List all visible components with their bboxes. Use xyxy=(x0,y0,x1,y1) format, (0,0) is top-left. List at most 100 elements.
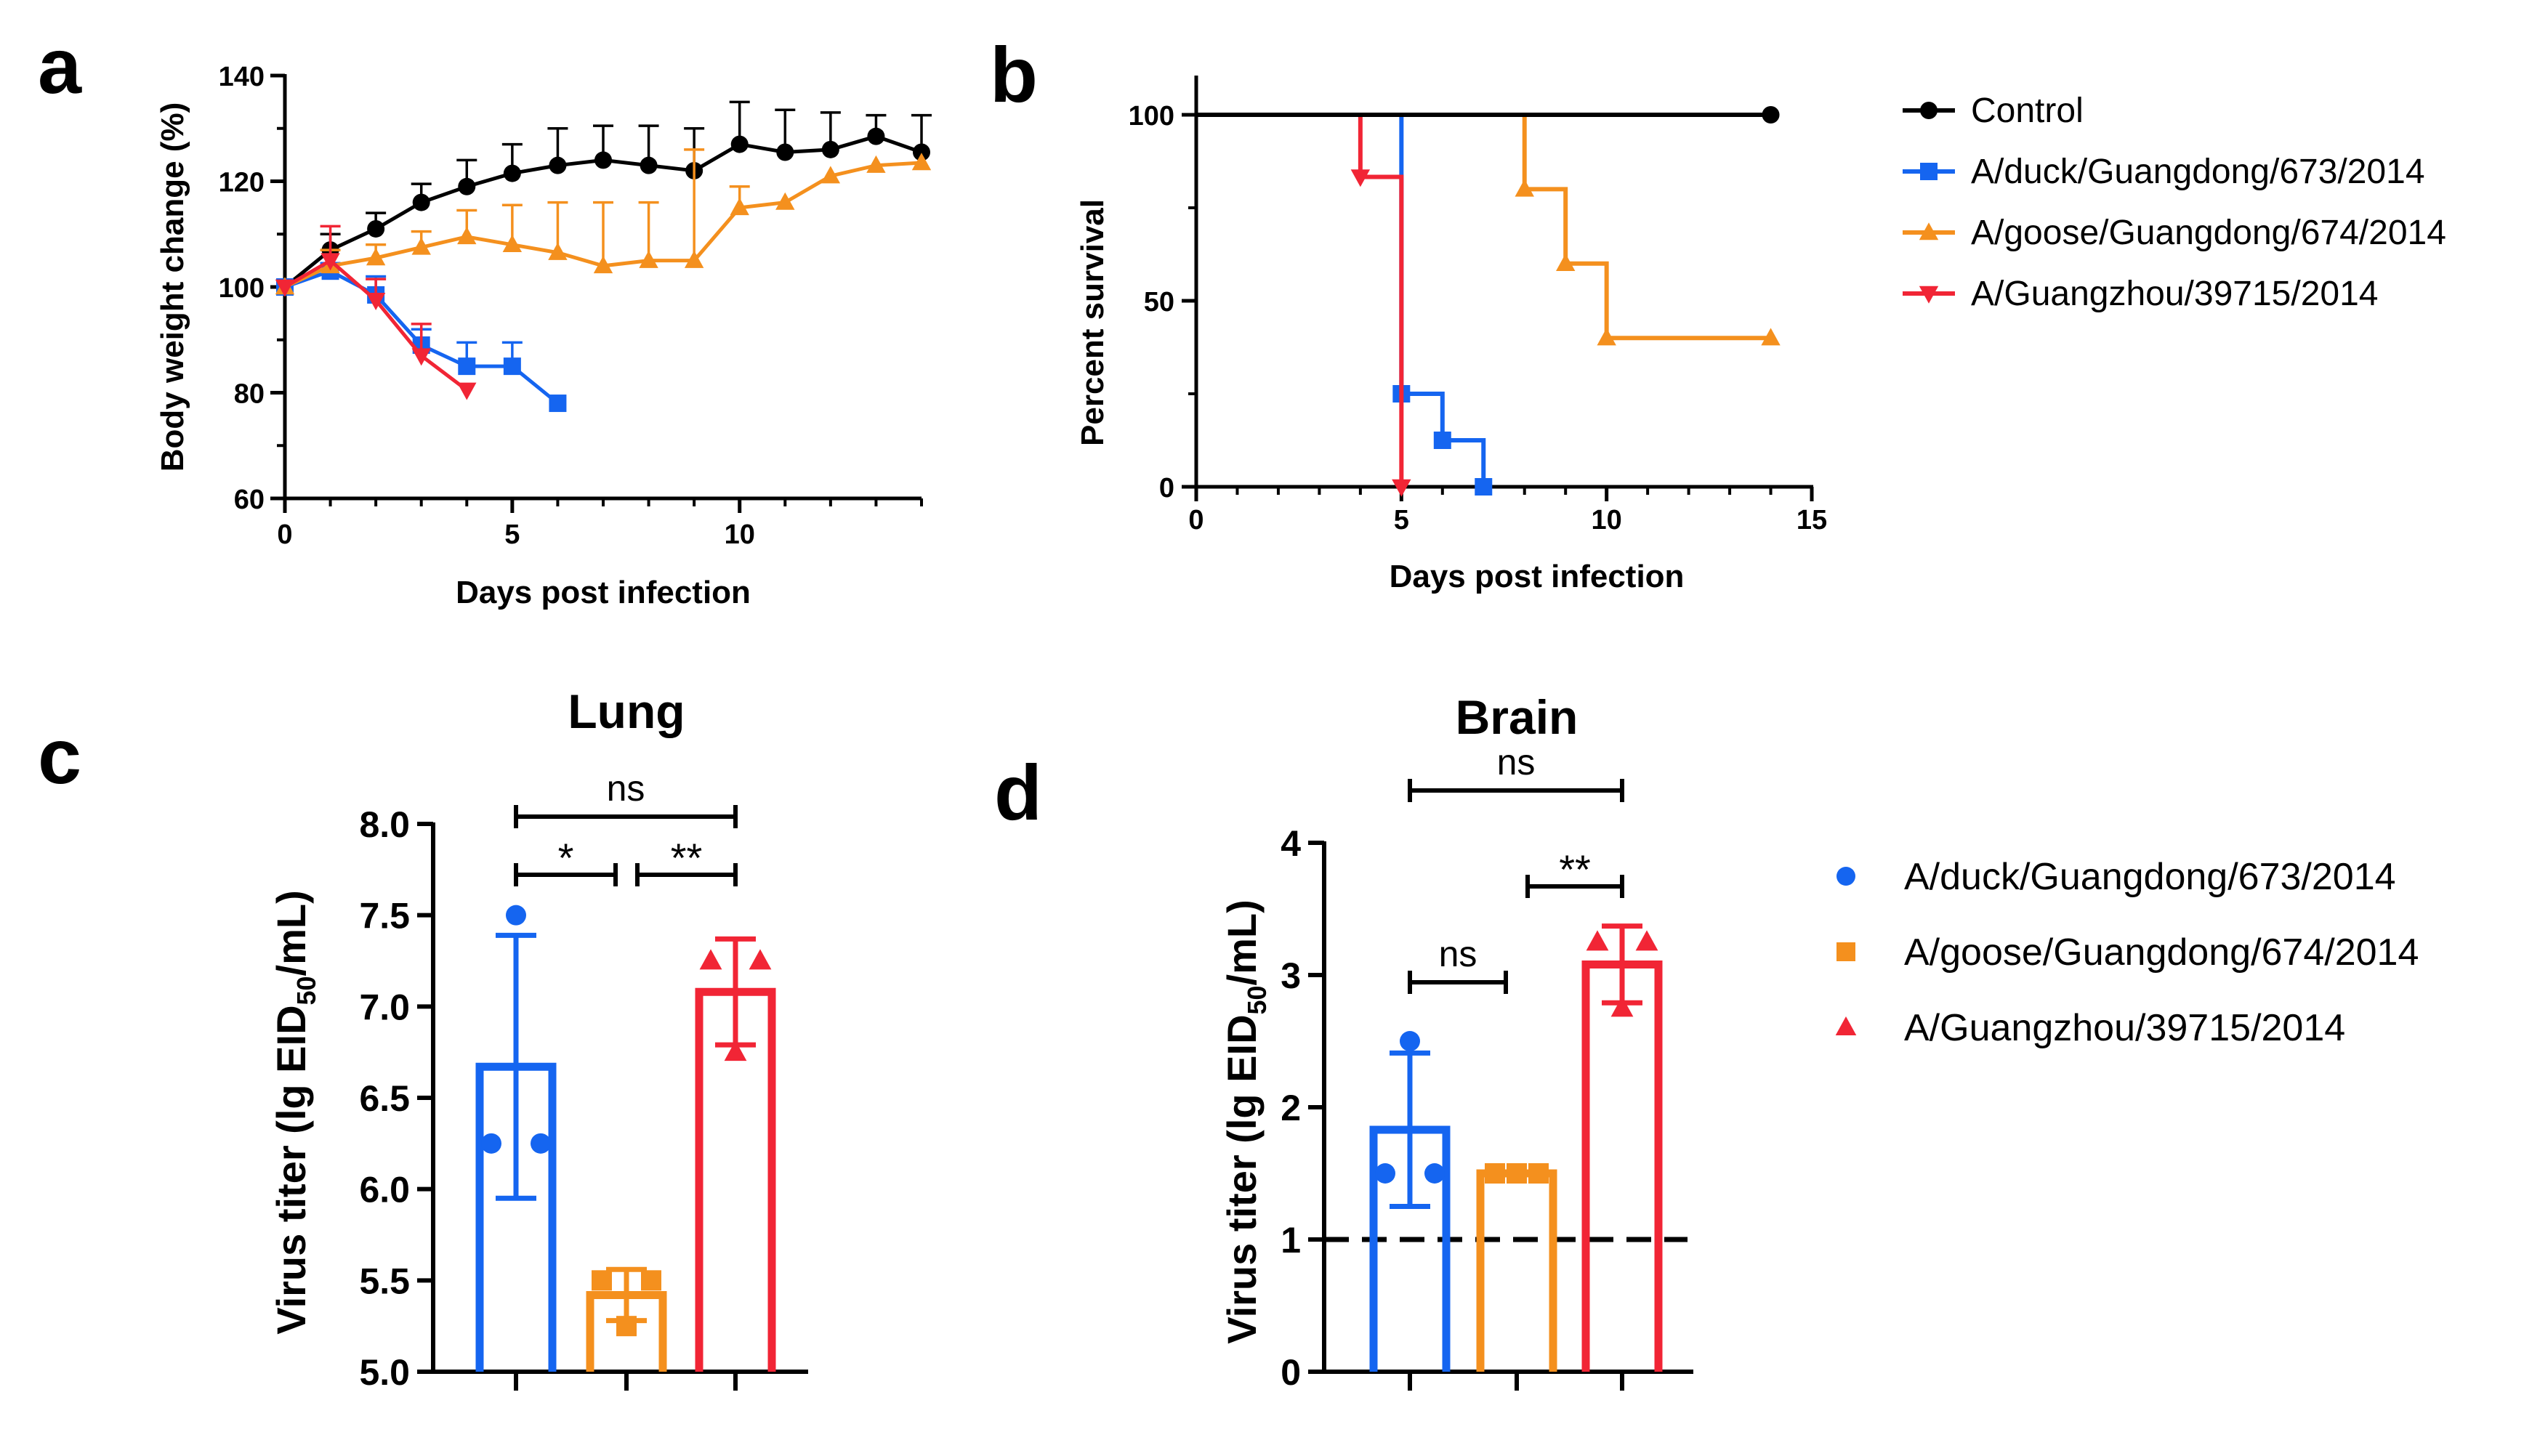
survival-line xyxy=(1196,113,1486,487)
y-tick-label: 0 xyxy=(1281,1352,1301,1393)
panel-label-c: c xyxy=(38,712,81,800)
data-point xyxy=(457,382,477,400)
survival-line xyxy=(1196,113,1404,487)
survival-point xyxy=(1350,169,1371,187)
survival-curve-gz xyxy=(1196,113,1411,497)
y-tick-label: 100 xyxy=(219,273,265,304)
data-point xyxy=(640,156,658,174)
legend-entry-goose: A/goose/Guangdong/674/2014 xyxy=(1836,931,2419,974)
y-tick-label: 7.5 xyxy=(359,896,410,937)
significance-bracket: * xyxy=(514,835,618,886)
data-point xyxy=(911,153,932,171)
panel-b-legend: Control A/duck/Guangdong/673/2014 A/goose/… xyxy=(1903,92,2446,313)
data-point xyxy=(684,250,704,268)
legend-label: A/duck/Guangdong/673/2014 xyxy=(1904,856,2396,898)
legend-label: Control xyxy=(1971,92,2084,130)
data-point xyxy=(1528,1163,1549,1184)
data-point xyxy=(1400,1031,1420,1051)
panel-c-lung-titer-chart: Lung 5.0 5.5 6.0 6.5 7.0 7.5 8.0 Virus titer (lg… xyxy=(268,684,808,1393)
chart-title: Brain xyxy=(1456,690,1578,744)
survival-curve-goose xyxy=(1196,113,1781,346)
survival-curve-control xyxy=(1196,106,1780,124)
y-tick-label: 100 xyxy=(1129,101,1174,132)
data-point xyxy=(1586,930,1609,951)
significance-label: ** xyxy=(671,835,703,881)
bar-group-duck xyxy=(475,905,557,1372)
panel-label-b: b xyxy=(990,31,1038,118)
x-tick-label: 0 xyxy=(1188,505,1203,535)
data-point xyxy=(1424,1163,1445,1184)
significance-bracket: ns xyxy=(1408,934,1508,994)
data-point xyxy=(503,164,521,182)
data-point xyxy=(641,1270,661,1291)
legend-entry-duck: A/duck/Guangdong/673/2014 xyxy=(1903,153,2425,191)
y-tick-label: 1 xyxy=(1281,1220,1301,1261)
data-point xyxy=(411,348,431,366)
x-tick-label: 10 xyxy=(725,519,755,550)
data-point xyxy=(592,1270,612,1291)
y-axis-label-tail: /mL) xyxy=(268,890,314,976)
legend-label: A/goose/Guangdong/674/2014 xyxy=(1904,931,2419,974)
data-point xyxy=(730,198,749,216)
data-point xyxy=(820,166,841,184)
y-tick-label: 80 xyxy=(234,379,265,410)
y-tick-label: 8.0 xyxy=(359,804,410,845)
legend-entry-goose: A/goose/Guangdong/674/2014 xyxy=(1903,214,2446,252)
series-gz xyxy=(275,225,477,400)
significance-label: ns xyxy=(607,768,645,809)
significance-bracket: ** xyxy=(1525,846,1624,898)
data-point xyxy=(593,256,613,274)
survival-point xyxy=(1762,106,1780,124)
y-tick-label: 120 xyxy=(219,168,265,198)
data-point xyxy=(1375,1163,1395,1184)
data-point xyxy=(506,905,526,926)
significance-bracket: ns xyxy=(1408,742,1624,802)
data-point xyxy=(699,949,722,970)
data-point xyxy=(1507,1163,1527,1184)
legend-entry-duck: A/duck/Guangdong/673/2014 xyxy=(1836,856,2396,898)
data-point xyxy=(775,192,795,210)
data-point xyxy=(548,242,568,260)
data-point xyxy=(549,395,567,413)
survival-line xyxy=(1196,113,1771,341)
data-point xyxy=(367,219,385,238)
legend-marker xyxy=(1920,102,1938,119)
survival-point xyxy=(1515,179,1534,197)
x-tick-label: 15 xyxy=(1797,505,1827,535)
data-point xyxy=(481,1133,501,1154)
data-point xyxy=(411,237,431,255)
survival-point xyxy=(1475,478,1493,496)
y-axis-label-tail: /mL) xyxy=(1219,899,1265,985)
y-tick-label: 5.5 xyxy=(359,1261,410,1301)
data-point xyxy=(275,279,295,297)
y-tick-label: 6.5 xyxy=(359,1078,410,1119)
data-point xyxy=(730,135,749,153)
legend-marker xyxy=(1835,1016,1857,1036)
legend-entry-gz: A/Guangzhou/39715/2014 xyxy=(1903,275,2378,313)
panel-b-survival-chart: 0 50 100 0 5 10 15 Days post infection Percent s… xyxy=(1075,76,1827,594)
survival-point xyxy=(1433,432,1451,449)
y-tick-label: 140 xyxy=(219,62,265,92)
x-tick-label: 0 xyxy=(277,519,292,550)
data-point xyxy=(867,127,885,145)
bar xyxy=(1581,960,1663,1372)
data-point xyxy=(412,193,430,211)
y-tick-label: 6.0 xyxy=(359,1170,410,1210)
legend-label: A/Guangzhou/39715/2014 xyxy=(1971,275,2378,313)
data-point xyxy=(503,357,521,376)
legend-marker xyxy=(1919,286,1939,304)
y-axis-label-subscript: 50 xyxy=(291,976,321,1005)
chart-title: Lung xyxy=(568,684,685,738)
data-point xyxy=(1635,930,1658,951)
x-axis-label: Days post infection xyxy=(456,575,751,610)
y-axis-label-main: Virus titer (lg EID xyxy=(268,1005,314,1334)
y-axis-label-subscript: 50 xyxy=(1242,985,1272,1014)
y-axis-label: Body weight change (%) xyxy=(155,102,190,472)
significance-label: * xyxy=(558,835,574,881)
bar-group-goose xyxy=(1476,1163,1557,1372)
data-point xyxy=(594,151,612,169)
bar-group-gz xyxy=(1581,923,1663,1372)
y-tick-label: 5.0 xyxy=(359,1352,410,1393)
y-axis-label: Percent survival xyxy=(1075,199,1110,446)
